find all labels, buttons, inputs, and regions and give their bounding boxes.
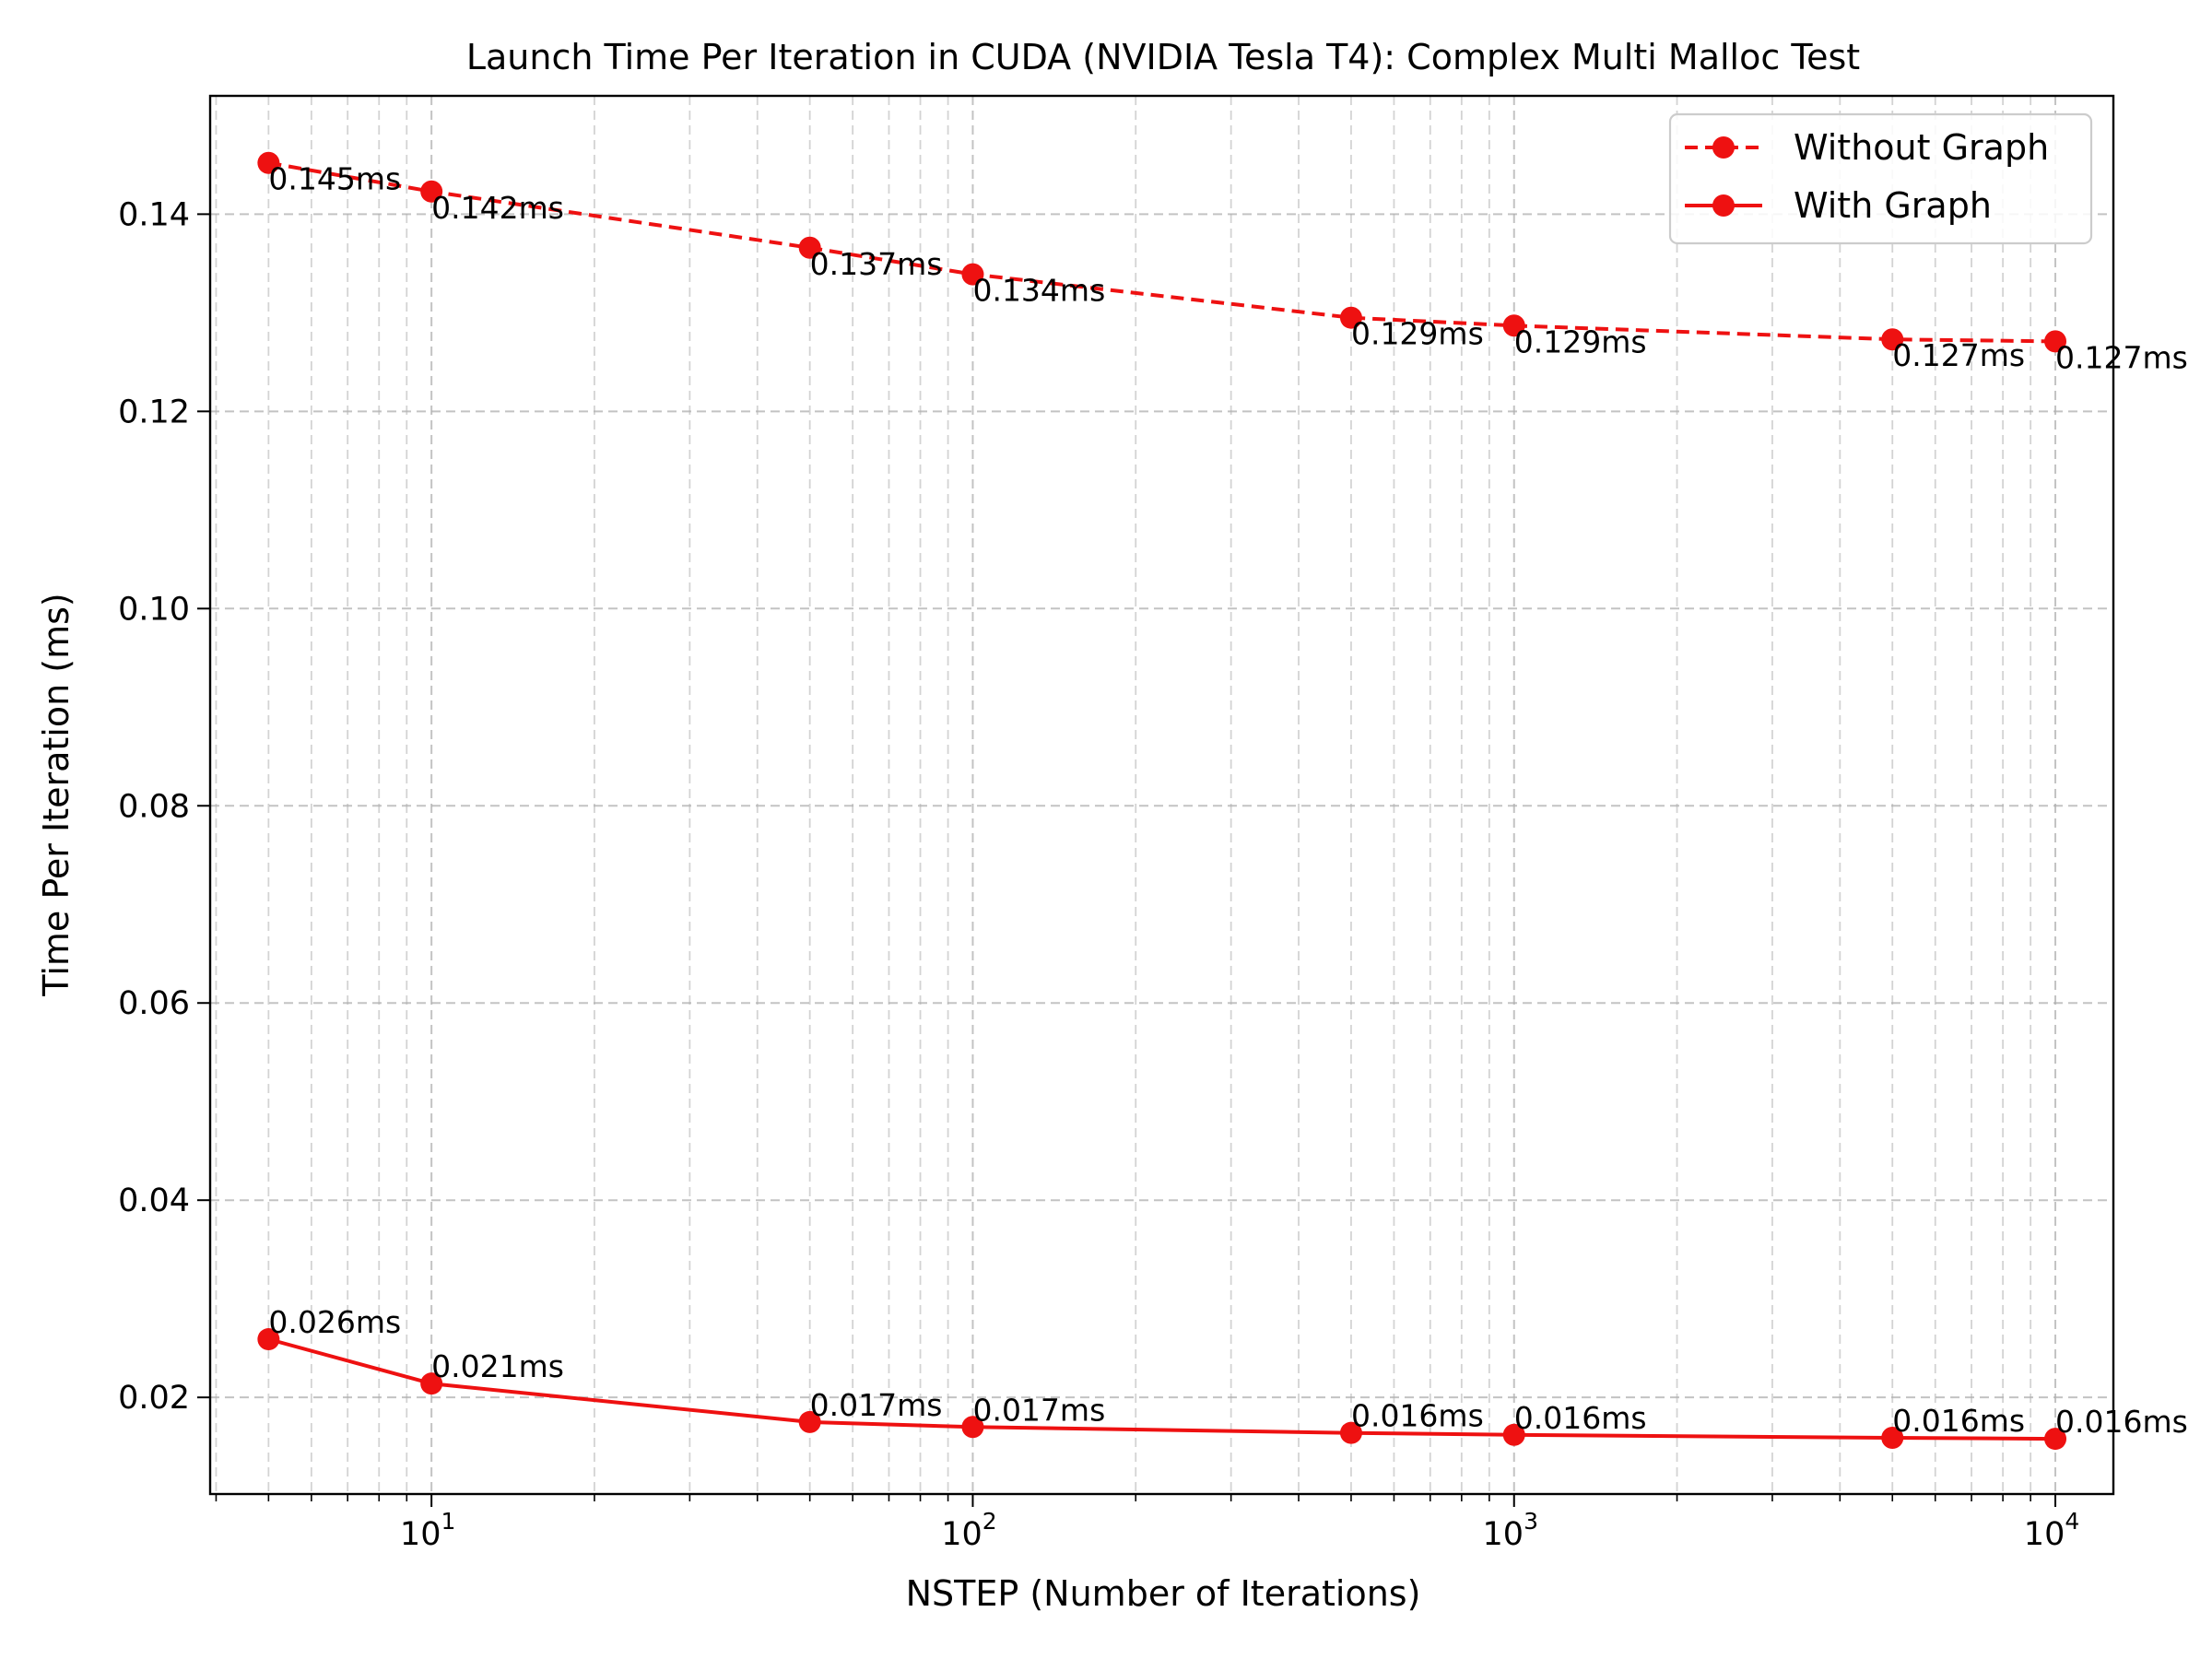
x-axis-label: NSTEP (Number of Iterations) [906,1573,1421,1614]
data-label: 0.129ms [1514,324,1647,359]
data-point [420,1372,443,1395]
y-tick-label: 0.06 [118,985,190,1022]
legend-marker [1712,136,1735,159]
data-label: 0.145ms [268,161,401,197]
series-line-with-graph [267,1337,2056,1441]
y-axis-label: Time Per Iteration (ms) [36,593,76,996]
data-label: 0.129ms [1351,316,1484,352]
data-point [1881,328,1904,351]
x-tick-label: 102 [941,1508,996,1553]
legend-label: Without Graph [1794,127,2049,168]
data-point [1339,306,1362,329]
y-tick-label: 0.08 [118,788,190,825]
data-point [257,1328,280,1351]
x-tick-base: 10 [941,1516,982,1553]
series-line-without-graph [268,160,2056,344]
data-point [2044,330,2067,353]
legend: Without Graph With Graph [1668,112,2093,245]
data-point [2044,1428,2067,1451]
x-tick-base: 10 [2024,1516,2065,1553]
data-point [1502,314,1525,337]
data-point [961,263,984,286]
plot-area [208,94,2115,1496]
data-label: 0.017ms [810,1387,943,1423]
y-tick-label: 0.12 [118,394,190,430]
legend-label: With Graph [1794,185,1992,226]
data-label: 0.142ms [431,190,564,226]
data-point [961,1416,984,1439]
y-tick-label: 0.04 [118,1182,190,1219]
x-tick-label: 103 [1483,1508,1538,1553]
legend-items: Without Graph With Graph [1685,127,2049,226]
data-point [798,1410,821,1433]
data-point [1339,1421,1362,1444]
data-label: 0.016ms [1514,1400,1647,1436]
data-label: 0.016ms [2055,1404,2188,1440]
x-tick-exponent: 3 [1524,1508,1538,1535]
data-label: 0.026ms [268,1304,401,1340]
y-tick-label: 0.10 [118,591,190,628]
y-tick-label: 0.14 [118,196,190,233]
x-tick-base: 10 [1483,1516,1524,1553]
data-point [420,180,443,203]
data-label: 0.134ms [972,273,1105,309]
x-tick-exponent: 1 [441,1508,455,1535]
grid [210,96,2113,1494]
data-point [1502,1423,1525,1446]
chart-title: Launch Time Per Iteration in CUDA (NVIDI… [466,37,1860,77]
legend-marker [1712,194,1735,217]
data-label: 0.021ms [431,1348,564,1384]
x-tick-label: 104 [2024,1508,2079,1553]
y-tick-label: 0.02 [118,1380,190,1417]
x-tick-label: 101 [400,1508,455,1553]
data-label: 0.016ms [1351,1398,1484,1434]
data-labels: 0.145ms 0.142ms 0.137ms 0.134ms 0.129ms 0.129… [268,161,2187,1440]
data-label: 0.127ms [2055,339,2188,375]
x-tick-base: 10 [400,1516,441,1553]
series-layer [257,151,2067,1451]
x-tick-exponent: 4 [2065,1508,2079,1535]
legend-box [1668,112,2093,245]
data-label: 0.137ms [810,246,943,282]
data-point [257,151,280,174]
x-tick-exponent: 2 [982,1508,997,1535]
data-label: 0.127ms [1892,337,2025,373]
data-point [798,236,821,259]
data-label: 0.016ms [1892,1403,2025,1439]
data-label: 0.017ms [972,1392,1105,1428]
data-point [1881,1427,1904,1450]
